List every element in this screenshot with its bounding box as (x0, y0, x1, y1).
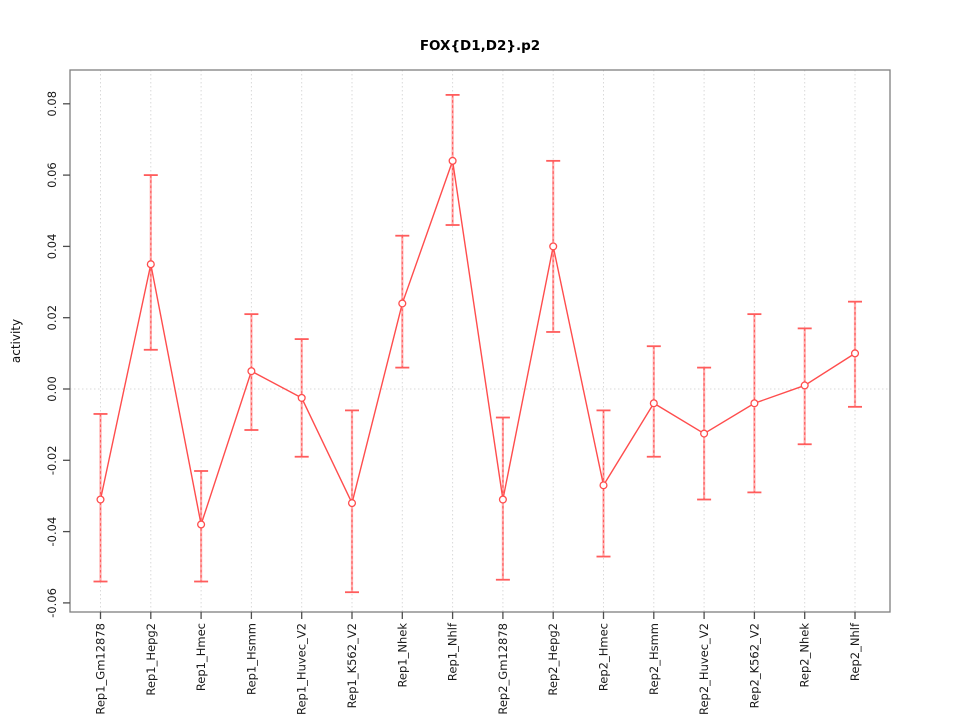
data-point (96, 495, 105, 504)
x-tick-label: Rep1_Hepg2 (144, 623, 158, 696)
y-tick-label: 0.02 (45, 305, 59, 331)
plot-border (69, 69, 891, 613)
x-tick-label: Rep2_Hepg2 (546, 623, 560, 696)
y-tick-label: 0.08 (45, 91, 59, 117)
chart-title: FOX{D1,D2}.p2 (419, 38, 541, 54)
data-point (599, 481, 608, 490)
data-point (448, 156, 457, 165)
data-point (247, 367, 256, 376)
x-tick-label: Rep2_Hmec (597, 623, 611, 691)
data-point (800, 381, 809, 390)
x-tick-label: Rep2_Gm12878 (496, 623, 510, 715)
y-tick-label: 0.00 (45, 376, 59, 402)
y-tick-label: 0.04 (45, 234, 59, 260)
data-point (197, 520, 206, 529)
data-point (750, 399, 759, 408)
y-tick-label: -0.02 (45, 445, 59, 475)
data-point (649, 399, 658, 408)
x-tick-label: Rep1_Hmec (194, 623, 208, 691)
data-point (549, 242, 558, 251)
x-tick-label: Rep2_Nhek (798, 623, 812, 688)
data-point (347, 499, 357, 508)
x-tick-label: Rep1_Nhlf (446, 622, 460, 681)
x-tick-label: Rep1_K562_V2 (345, 623, 359, 708)
data-point (498, 495, 507, 504)
x-tick-label: Rep1_Huvec_V2 (295, 623, 309, 715)
y-tick-label: -0.06 (45, 588, 59, 618)
data-point (297, 393, 306, 402)
x-tick-label: Rep2_Hsmm (647, 623, 661, 695)
x-tick-label: Rep1_Gm12878 (94, 623, 108, 715)
data-point (850, 349, 860, 358)
x-tick-label: Rep2_Huvec_V2 (697, 623, 711, 715)
data-line (99, 160, 856, 528)
data-point (146, 260, 155, 269)
x-tick-label: Rep2_Nhlf (848, 622, 862, 681)
y-tick-label: 0.06 (45, 162, 59, 188)
x-tick-label: Rep2_K562_V2 (747, 623, 761, 708)
data-point (700, 429, 709, 438)
x-tick-label: Rep1_Hsmm (244, 623, 258, 695)
y-tick-label: -0.04 (45, 517, 59, 547)
x-tick-label: Rep1_Nhek (395, 623, 409, 688)
data-point (398, 299, 407, 308)
